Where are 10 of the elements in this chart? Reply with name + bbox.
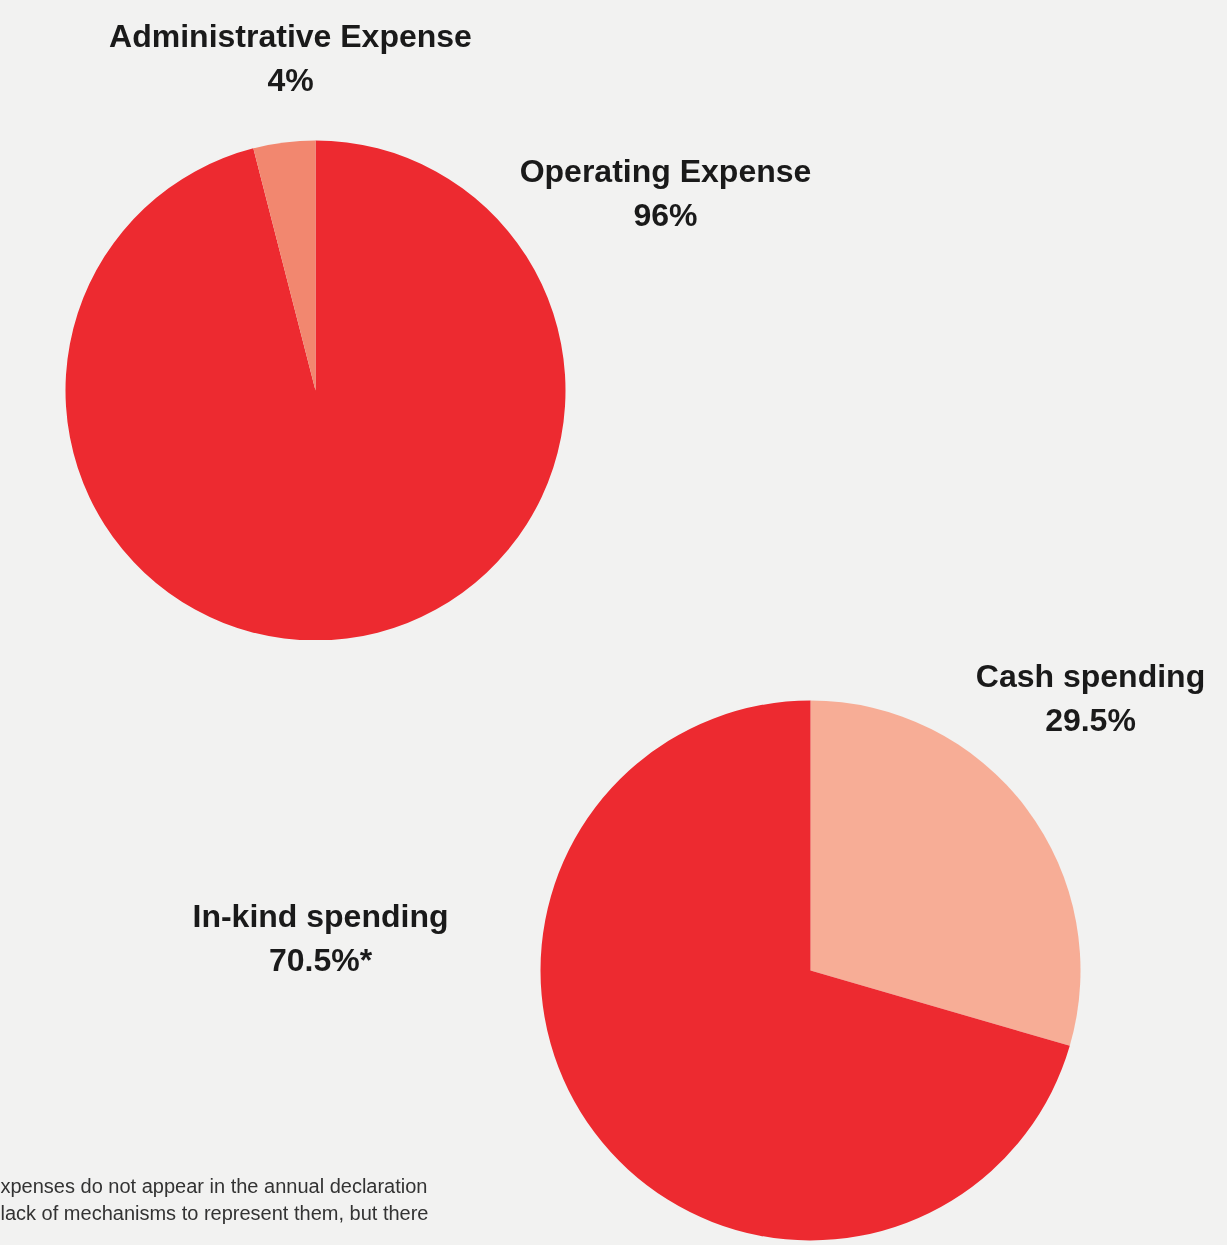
slice-label: In-kind spending: [192, 897, 449, 934]
data-label: 96%: [633, 196, 698, 233]
slice-label: Operating Expense: [519, 152, 812, 189]
text: lack of mechanisms to represent them, but there: [0, 1201, 429, 1224]
data-label: 70.5%*: [268, 941, 373, 978]
slice-label: Administrative Expense: [109, 17, 472, 54]
text: xpenses do not appear in the annual declaration: [0, 1174, 428, 1197]
slice-label: Cash spending: [975, 657, 1206, 694]
data-label: 29.5%: [1045, 701, 1136, 738]
data-label: 4%: [267, 61, 314, 98]
